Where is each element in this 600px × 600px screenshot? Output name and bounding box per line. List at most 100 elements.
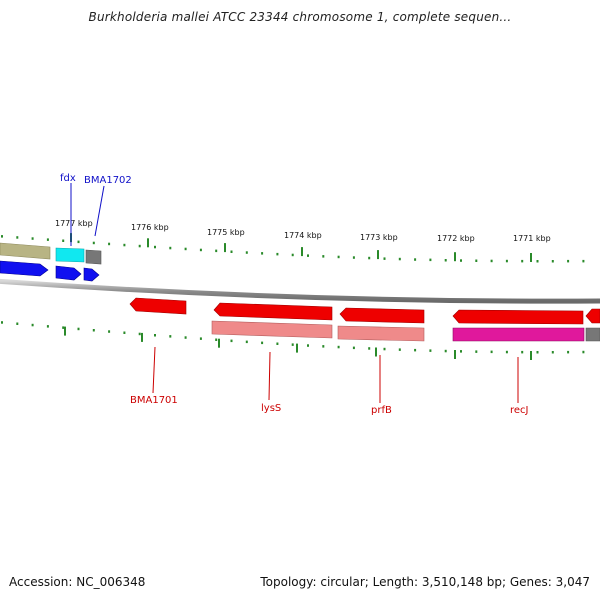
- minor-tick: [154, 245, 156, 249]
- minor-tick: [108, 330, 111, 333]
- gene-forward-arrow[interactable]: [0, 260, 49, 277]
- major-tick: [530, 351, 532, 360]
- major-tick: [147, 238, 149, 248]
- feature-grey-block[interactable]: [585, 327, 600, 342]
- minor-tick: [475, 259, 478, 262]
- minor-tick: [505, 350, 508, 354]
- minor-tick: [31, 323, 34, 327]
- major-tick: [454, 252, 456, 262]
- minor-tick: [123, 243, 126, 247]
- major-tick: [64, 326, 66, 336]
- label-leader-line: [152, 346, 156, 394]
- gene-prfb-arrow[interactable]: [339, 307, 425, 324]
- minor-tick: [398, 348, 401, 351]
- minor-tick: [215, 249, 218, 253]
- feature-olive-block[interactable]: [0, 242, 51, 260]
- feature-grey-block[interactable]: [85, 249, 102, 265]
- gene-label-lyss[interactable]: lysS: [261, 403, 281, 414]
- gene-label-prfb[interactable]: prfB: [371, 405, 392, 416]
- minor-tick: [490, 350, 493, 354]
- minor-tick: [352, 256, 355, 259]
- minor-tick: [490, 259, 493, 263]
- scale-label: 1775 kbp: [207, 228, 245, 237]
- minor-tick: [108, 242, 111, 246]
- major-tick: [218, 338, 220, 348]
- minor-tick: [368, 347, 371, 350]
- minor-tick: [414, 348, 417, 352]
- minor-tick: [307, 344, 309, 347]
- minor-tick: [429, 258, 432, 262]
- major-tick: [296, 343, 298, 353]
- minor-tick: [230, 250, 233, 253]
- major-tick: [141, 332, 143, 342]
- minor-tick: [77, 327, 80, 331]
- minor-tick: [567, 259, 570, 263]
- scale-label: 1774 kbp: [284, 231, 322, 240]
- minor-tick: [582, 350, 585, 354]
- minor-tick: [138, 332, 141, 336]
- scale-label: 1771 kbp: [513, 234, 551, 243]
- gene-fdx-arrow[interactable]: [55, 265, 82, 281]
- major-tick: [375, 347, 377, 357]
- minor-tick: [261, 341, 264, 345]
- minor-tick: [291, 253, 294, 257]
- lower-track-features: [129, 297, 600, 342]
- minor-tick: [215, 338, 218, 341]
- gene-bma1702-arrow[interactable]: [83, 267, 100, 282]
- minor-tick: [536, 260, 539, 263]
- minor-tick: [414, 258, 417, 261]
- minor-tick: [245, 340, 248, 344]
- minor-tick: [46, 325, 49, 328]
- minor-tick: [337, 345, 340, 349]
- minor-tick: [92, 329, 95, 332]
- minor-tick: [276, 252, 279, 256]
- minor-tick: [199, 248, 202, 252]
- minor-tick: [322, 255, 325, 258]
- chromosome-backbone: [0, 278, 600, 304]
- gene-lyss-arrow[interactable]: [213, 302, 333, 321]
- upper-track-features: [0, 242, 102, 282]
- gene-label-recj[interactable]: recJ: [510, 405, 529, 416]
- minor-tick: [322, 345, 325, 348]
- minor-tick: [444, 349, 447, 353]
- feature-recj-block[interactable]: [452, 327, 585, 342]
- minor-tick: [245, 251, 248, 254]
- gene-label-bma1702[interactable]: BMA1702: [84, 175, 132, 186]
- gene-label-fdx[interactable]: fdx: [60, 173, 76, 184]
- minor-tick: [383, 257, 386, 260]
- minor-tick: [276, 342, 279, 345]
- label-leader-line: [268, 351, 271, 401]
- scale-label: 1772 kbp: [437, 234, 475, 243]
- minor-tick: [429, 349, 432, 352]
- minor-tick: [383, 347, 386, 351]
- scale-label: 1777 kbp: [55, 219, 93, 228]
- label-leader-line: [94, 185, 105, 237]
- minor-tick: [169, 335, 172, 338]
- feature-lyss-block[interactable]: [211, 320, 333, 339]
- minor-tick: [352, 346, 355, 350]
- feature-fdx-block[interactable]: [55, 247, 85, 263]
- minor-tick: [567, 350, 570, 354]
- minor-tick: [184, 336, 187, 339]
- major-tick: [377, 250, 379, 260]
- minor-tick: [536, 351, 539, 354]
- minor-tick: [184, 247, 187, 251]
- gene-recj-arrow[interactable]: [452, 309, 584, 325]
- lower-gene-labels: BMA1701 lysS prfB recJ: [130, 346, 529, 416]
- minor-tick: [551, 260, 554, 263]
- minor-tick: [31, 237, 34, 240]
- minor-tick: [199, 337, 202, 340]
- minor-tick: [62, 239, 65, 242]
- minor-tick: [521, 259, 524, 263]
- gene-bma1701-arrow[interactable]: [129, 297, 187, 315]
- gene-label-bma1701[interactable]: BMA1701: [130, 395, 178, 406]
- gene-partial-arrow[interactable]: [585, 308, 600, 324]
- minor-tick: [291, 343, 294, 346]
- upper-gene-labels: fdx BMA1702: [60, 173, 132, 246]
- sequence-info-text: Topology: circular; Length: 3,510,148 bp…: [260, 575, 590, 589]
- minor-tick: [92, 241, 95, 245]
- minor-tick: [46, 238, 49, 241]
- feature-prfb-block[interactable]: [337, 325, 425, 342]
- minor-tick: [123, 331, 126, 334]
